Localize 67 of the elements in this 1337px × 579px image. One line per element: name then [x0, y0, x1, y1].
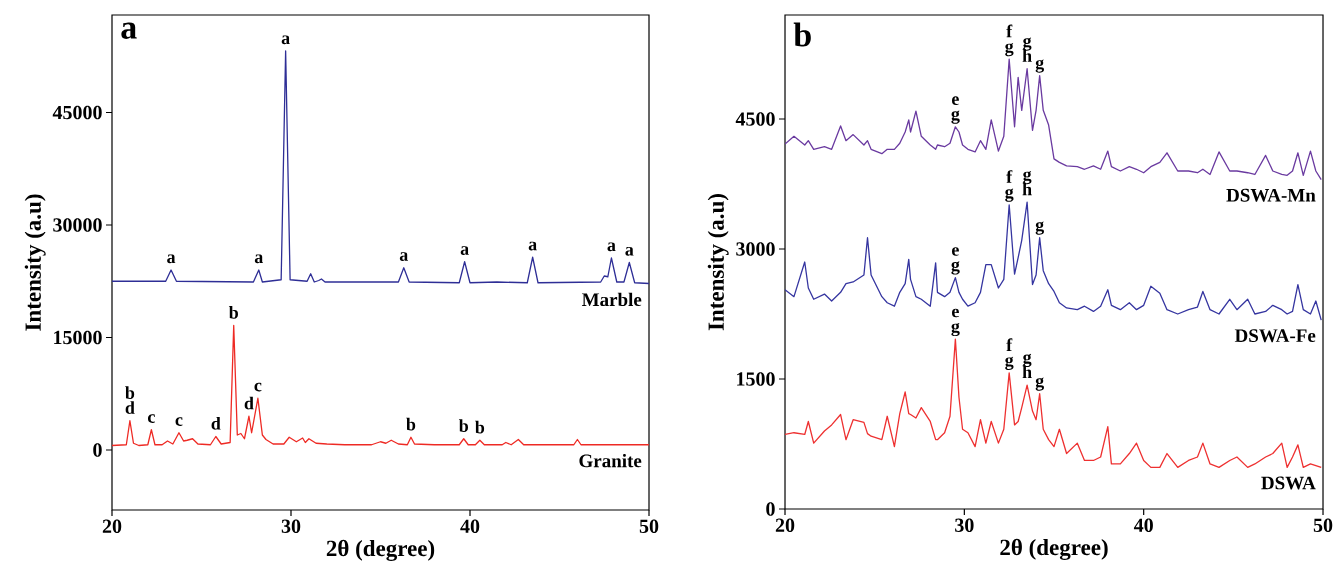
- annotation: b: [228, 306, 238, 319]
- y-axis-title: Intensity (a.u): [707, 194, 729, 331]
- annotation: g: [1035, 59, 1044, 73]
- annotation: e: [951, 247, 959, 256]
- annotation: a: [167, 254, 176, 264]
- annotation: f: [1006, 170, 1013, 183]
- annotation: a: [254, 254, 264, 264]
- annotation: a: [607, 242, 616, 252]
- annotation: g: [1005, 42, 1014, 57]
- annotation: a: [460, 246, 469, 255]
- y-tick-label: 3000: [736, 242, 775, 256]
- y-tick-label: 30000: [53, 218, 102, 232]
- x-tick-label: 30: [281, 519, 301, 534]
- y-tick-label: 15000: [54, 330, 102, 345]
- annotation: g: [951, 110, 960, 124]
- annotation: g: [951, 261, 960, 275]
- annotation: g: [1005, 356, 1014, 370]
- annotation: c: [175, 417, 183, 426]
- line-series: [785, 201, 1322, 321]
- annotation: g: [1035, 221, 1044, 235]
- annotation: a: [281, 35, 290, 45]
- annotation: g: [951, 322, 960, 337]
- x-tick-label: 50: [639, 519, 659, 534]
- annotation: d: [244, 396, 254, 410]
- y-tick-label: 0: [93, 443, 102, 457]
- annotation: g: [1035, 377, 1044, 391]
- annotation: c: [254, 382, 262, 392]
- annotation: h: [1022, 49, 1032, 62]
- annotation: b: [475, 420, 485, 434]
- annotation: a: [528, 241, 537, 251]
- series-label: DSWA-Mn: [1226, 188, 1316, 202]
- annotation: g: [1005, 188, 1014, 202]
- annotation: b: [125, 386, 135, 399]
- annotation: d: [211, 417, 221, 430]
- annotation: a: [121, 22, 137, 39]
- annotation: a: [399, 252, 409, 261]
- annotation: c: [148, 414, 155, 423]
- series-label: Granite: [579, 453, 642, 468]
- y-tick-label: 45000: [52, 105, 102, 120]
- annotation: e: [951, 308, 959, 318]
- x-tick-label: 40: [460, 519, 480, 534]
- annotation: b: [458, 419, 469, 432]
- x-tick-label: 20: [775, 518, 795, 533]
- annotation: b: [793, 22, 811, 47]
- x-axis-title: 2θ (degree): [326, 539, 435, 562]
- series-label: DSWA-Fe: [1234, 329, 1316, 343]
- annotation: g: [1023, 353, 1032, 368]
- x-axis-title: 2θ (degree): [1000, 538, 1108, 561]
- line-series: [112, 50, 649, 285]
- annotation: a: [625, 247, 634, 256]
- annotation: f: [1006, 24, 1013, 38]
- x-tick-label: 20: [102, 519, 122, 534]
- x-tick-label: 50: [1313, 518, 1333, 533]
- annotation: e: [951, 96, 959, 105]
- annotation: f: [1006, 338, 1013, 351]
- y-axis-title: Intensity (a.u): [24, 194, 46, 331]
- x-tick-label: 30: [955, 518, 974, 533]
- annotation: h: [1022, 365, 1032, 379]
- series-label: Marble: [581, 292, 642, 307]
- y-tick-label: 0: [766, 502, 775, 516]
- y-tick-label: 1500: [737, 372, 775, 386]
- annotation: b: [406, 417, 416, 431]
- annotation: g: [1023, 37, 1032, 51]
- y-tick-label: 4500: [735, 112, 775, 126]
- annotation: d: [125, 401, 135, 414]
- series-label: DSWA: [1261, 476, 1316, 490]
- x-tick-label: 40: [1133, 518, 1153, 533]
